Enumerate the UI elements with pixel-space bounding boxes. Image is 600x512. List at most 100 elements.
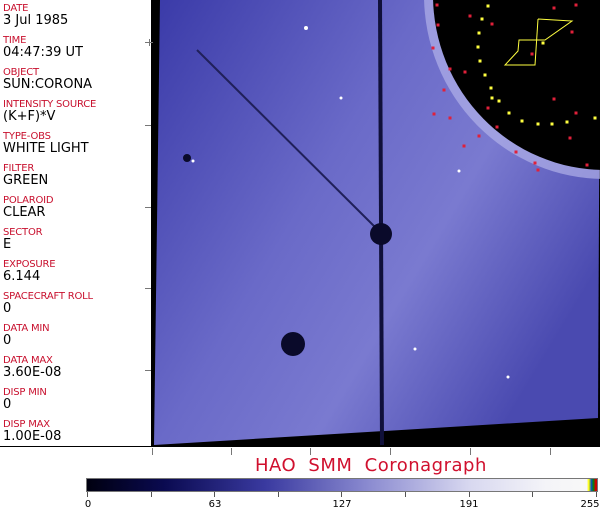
field-value: SUN:CORONA [3,77,93,92]
overlay-yellow-marker [476,45,480,49]
overlay-red-marker [552,97,556,101]
overlay-red-marker [536,168,540,172]
colorbar [86,478,598,492]
axis-tick [310,448,311,455]
field-value: 0 [3,397,12,412]
overlay-yellow-marker [486,4,490,8]
pylon-line [378,0,384,446]
overlay-yellow-marker [477,31,481,35]
overlay-red-marker [495,125,499,129]
field-label: SPACECRAFT ROLL [3,291,93,302]
header-field-intensity-source: INTENSITY SOURCE (K+F)*V [3,99,151,124]
field-label: INTENSITY SOURCE [3,99,97,110]
overlay-red-marker [431,46,435,50]
axis-tick [550,448,551,455]
header-field-sector: SECTOR E [3,227,151,252]
overlay-red-marker [436,23,440,27]
coronagraph-image [152,0,600,447]
overlay-yellow-marker [483,73,487,77]
overlay-red-marker [552,6,556,10]
overlay-yellow-marker [497,99,501,103]
overlay-yellow-marker [565,120,569,124]
colorbar-tick-label: 255 [580,499,600,510]
colorbar-tick-label: 63 [208,499,222,510]
colorbar-tick [532,492,534,497]
overlay-red-marker [514,150,518,154]
header-field-filter: FILTER GREEN [3,163,151,188]
field-label: TYPE-OBS [3,131,51,142]
field-label: SECTOR [3,227,43,238]
field-value: E [3,237,12,252]
overlay-marker [503,18,574,66]
overlay-red-marker [432,112,436,116]
overlay-yellow-marker [550,122,554,126]
axis-tick [231,448,232,455]
header-field-object: OBJECT SUN:CORONA [3,67,151,92]
field-label: EXPOSURE [3,259,56,270]
field-value: 3 Jul 1985 [3,13,69,28]
axis-tick [470,448,471,455]
overlay-yellow-marker [520,119,524,123]
field-label: TIME [3,35,27,46]
field-value: 04:47:39 UT [3,45,83,60]
header-field-disp-min: DISP MIN 0 [3,387,151,412]
field-label: POLAROID [3,195,54,206]
header-field-date: DATE 3 Jul 1985 [3,3,151,28]
overlay-red-marker [477,134,481,138]
overlay-red-marker [448,116,452,120]
colorbar-tick [150,492,152,497]
colorbar-tick [595,492,597,497]
colorbar-tick-label: 0 [84,499,92,510]
colorbar-tick [214,492,216,497]
overlay-yellow-marker [489,86,493,90]
axis-tick [390,448,391,455]
field-label: DISP MIN [3,387,47,398]
overlay-yellow-marker [490,96,494,100]
colorbar-tick [405,492,406,497]
overlay-red-marker [574,111,578,115]
header-info-panel: DATE 3 Jul 1985 TIME 04:47:39 UT OBJECT SUN:C… [0,0,152,447]
header-field-time: TIME 04:47:39 UT [3,35,151,60]
overlay-yellow-marker [541,41,545,45]
overlay-yellow-marker [507,111,511,115]
axis-tick [152,448,153,455]
overlay-red-marker [468,14,472,18]
field-value: 0 [3,333,12,348]
field-label: FILTER [3,163,35,174]
overlay-red-marker [574,3,578,7]
overlay-red-marker [585,163,589,167]
header-field-disp-max: DISP MAX 1.00E-08 [3,419,151,444]
overlay-red-marker [533,161,537,165]
field-value: CLEAR [3,205,46,220]
colorbar-tick [341,492,343,497]
overlay-red-marker [570,30,574,34]
plot-title: HAO SMM Coronagraph [255,455,487,476]
header-field-data-min: DATA MIN 0 [3,323,151,348]
field-value: 1.00E-08 [3,429,62,444]
overlay-red-marker [490,22,494,26]
field-label: DATE [3,3,29,14]
header-field-type-obs: TYPE-OBS WHITE LIGHT [3,131,151,156]
colorbar-tick-label: 127 [332,499,352,510]
field-value: 6.144 [3,269,41,284]
overlay-red-marker [530,52,534,56]
overlay-red-marker [435,3,439,7]
overlay-yellow-marker [478,59,482,63]
field-value: (K+F)*V [3,109,56,124]
colorbar-tick-label: 191 [459,499,479,510]
field-label: DISP MAX [3,419,50,430]
overlay-yellow-marker [593,116,597,120]
overlay-red-marker [568,136,572,140]
overlay-red-marker [462,144,466,148]
field-value: GREEN [3,173,49,188]
overlay-yellow-marker [536,122,540,126]
overlay-red-marker [486,106,490,110]
field-label: DATA MAX [3,355,53,366]
diagonal-streak [196,49,381,233]
overlay-yellow-marker [480,17,484,21]
field-value: 3.60E-08 [3,365,62,380]
field-label: OBJECT [3,67,39,78]
header-field-polaroid: POLAROID CLEAR [3,195,151,220]
overlay-red-marker [442,88,446,92]
colorbar-tick [277,492,279,497]
